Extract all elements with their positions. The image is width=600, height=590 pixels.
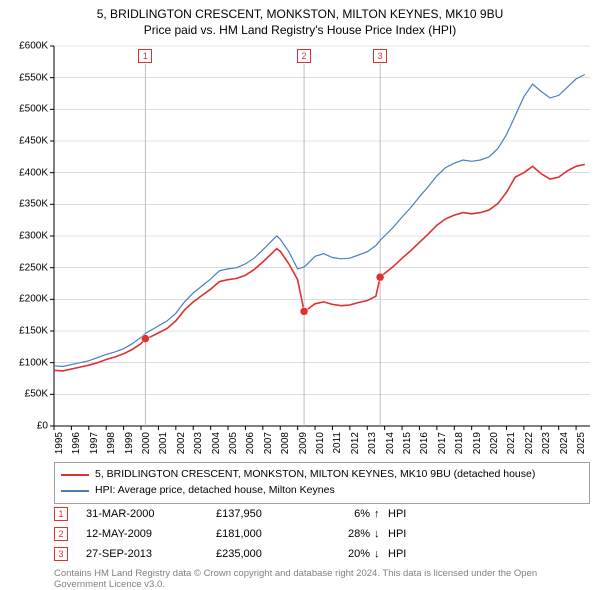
annotation-date: 12-MAY-2009 (86, 528, 216, 540)
title-block: 5, BRIDLINGTON CRESCENT, MONKSTON, MILTO… (0, 0, 600, 40)
y-tick-label: £150K (19, 326, 48, 337)
y-tick-label: £250K (19, 262, 48, 273)
x-tick-label: 1999 (124, 432, 135, 454)
legend-swatch (61, 474, 89, 476)
x-tick-label: 2005 (228, 432, 239, 454)
attribution-text: Contains HM Land Registry data © Crown c… (54, 568, 590, 590)
annotation-row-2: 2 12-MAY-2009£181,00028%↓HPI (54, 524, 590, 544)
title-line-2: Price paid vs. HM Land Registry's House … (0, 22, 600, 38)
x-tick-label: 2015 (402, 432, 413, 454)
x-tick-label: 2012 (350, 432, 361, 454)
annotation-hpi-label: HPI (388, 508, 406, 520)
annotation-price: £181,000 (216, 528, 326, 540)
legend: 5, BRIDLINGTON CRESCENT, MONKSTON, MILTO… (54, 462, 590, 504)
annotation-marker: 1 (54, 507, 68, 521)
x-tick-label: 1998 (106, 432, 117, 454)
x-tick-label: 2018 (454, 432, 465, 454)
x-tick-label: 2020 (489, 432, 500, 454)
annotation-date: 27-SEP-2013 (86, 548, 216, 560)
x-tick-label: 2010 (315, 432, 326, 454)
x-tick-label: 2003 (193, 432, 204, 454)
annotation-row-3: 3 27-SEP-2013£235,00020%↓HPI (54, 544, 590, 564)
y-tick-label: £200K (19, 294, 48, 305)
x-tick-label: 2025 (576, 432, 587, 454)
y-tick-label: £500K (19, 104, 48, 115)
line-chart (54, 46, 590, 426)
annotation-price: £137,950 (216, 508, 326, 520)
legend-label: 5, BRIDLINGTON CRESCENT, MONKSTON, MILTO… (95, 467, 535, 483)
y-tick-label: £350K (19, 199, 48, 210)
legend-label: HPI: Average price, detached house, Milt… (95, 483, 335, 499)
x-tick-label: 1996 (71, 432, 82, 454)
y-tick-label: £300K (19, 231, 48, 242)
x-tick-label: 2024 (559, 432, 570, 454)
x-tick-label: 1997 (89, 432, 100, 454)
y-tick-label: £400K (19, 167, 48, 178)
x-tick-label: 2001 (158, 432, 169, 454)
x-tick-label: 2016 (419, 432, 430, 454)
x-tick-label: 2008 (280, 432, 291, 454)
y-axis-ticks: £0£50K£100K£150K£200K£250K£300K£350K£400… (0, 46, 50, 426)
y-tick-label: £0 (37, 421, 48, 432)
event-marker-1: 1 (138, 49, 152, 63)
annotation-pct: 28% (326, 528, 374, 540)
x-tick-label: 2022 (524, 432, 535, 454)
y-tick-label: £50K (25, 389, 48, 400)
page: 5, BRIDLINGTON CRESCENT, MONKSTON, MILTO… (0, 0, 600, 590)
x-tick-label: 1995 (54, 432, 65, 454)
y-tick-label: £600K (19, 41, 48, 52)
x-tick-label: 2007 (263, 432, 274, 454)
annotation-pct: 20% (326, 548, 374, 560)
x-tick-label: 2006 (245, 432, 256, 454)
x-tick-label: 2021 (506, 432, 517, 454)
annotation-row-1: 1 31-MAR-2000£137,9506%↑HPI (54, 504, 590, 524)
annotation-table: 131-MAR-2000£137,9506%↑HPI212-MAY-2009£1… (54, 504, 590, 564)
chart-area: £0£50K£100K£150K£200K£250K£300K£350K£400… (54, 46, 590, 426)
x-tick-label: 2011 (332, 432, 343, 454)
arrow-down-icon: ↓ (374, 548, 388, 560)
arrow-up-icon: ↑ (374, 508, 388, 520)
x-tick-label: 2004 (211, 432, 222, 454)
title-line-1: 5, BRIDLINGTON CRESCENT, MONKSTON, MILTO… (0, 6, 600, 22)
x-tick-label: 2017 (437, 432, 448, 454)
annotation-pct: 6% (326, 508, 374, 520)
event-marker-3: 3 (373, 49, 387, 63)
arrow-down-icon: ↓ (374, 528, 388, 540)
x-axis-ticks: 1995 1996 1997 1998 1999 2000 2001 2002 2003 2004… (54, 426, 590, 466)
event-marker-2: 2 (297, 49, 311, 63)
x-tick-label: 2002 (176, 432, 187, 454)
annotation-marker: 2 (54, 527, 68, 541)
legend-row-property: 5, BRIDLINGTON CRESCENT, MONKSTON, MILTO… (61, 467, 583, 483)
x-tick-label: 2000 (141, 432, 152, 454)
annotation-hpi-label: HPI (388, 548, 406, 560)
y-tick-label: £550K (19, 72, 48, 83)
x-tick-label: 2023 (541, 432, 552, 454)
x-tick-label: 2014 (385, 432, 396, 454)
y-tick-label: £100K (19, 357, 48, 368)
annotation-date: 31-MAR-2000 (86, 508, 216, 520)
legend-swatch (61, 490, 89, 492)
x-tick-label: 2019 (472, 432, 483, 454)
y-tick-label: £450K (19, 136, 48, 147)
annotation-hpi-label: HPI (388, 528, 406, 540)
x-tick-label: 2009 (298, 432, 309, 454)
x-tick-label: 2013 (367, 432, 378, 454)
annotation-price: £235,000 (216, 548, 326, 560)
annotation-marker: 3 (54, 547, 68, 561)
legend-row-hpi: HPI: Average price, detached house, Milt… (61, 483, 583, 499)
